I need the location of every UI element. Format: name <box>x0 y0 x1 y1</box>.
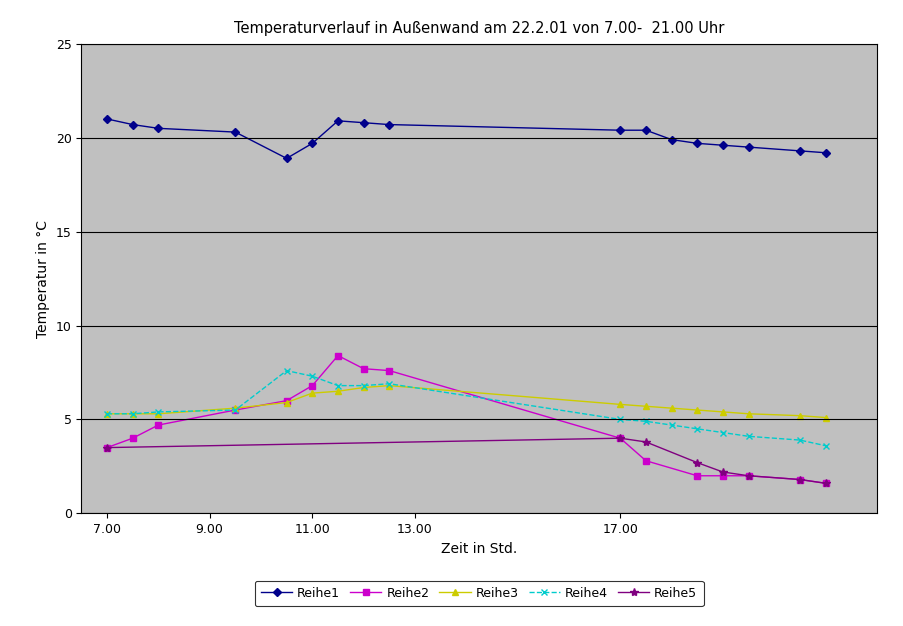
Reihe4 <box>742 433 753 440</box>
Reihe3 <box>153 410 163 418</box>
Reihe1 <box>717 141 728 149</box>
Reihe2 <box>332 352 343 359</box>
Reihe1 <box>819 149 830 156</box>
Reihe3 <box>640 403 651 410</box>
Reihe4 <box>794 436 805 444</box>
Reihe1 <box>306 140 317 147</box>
Reihe2 <box>742 472 753 480</box>
Reihe4 <box>306 372 317 380</box>
Reihe1 <box>666 136 676 143</box>
Reihe5 <box>794 476 805 483</box>
Reihe2 <box>306 382 317 389</box>
Reihe2 <box>101 444 112 451</box>
Reihe4 <box>127 410 138 418</box>
Reihe1 <box>281 155 292 162</box>
Reihe4 <box>101 410 112 418</box>
Reihe2 <box>640 457 651 464</box>
Reihe3 <box>614 401 625 408</box>
Reihe2 <box>614 434 625 442</box>
Reihe1 <box>640 126 651 134</box>
X-axis label: Zeit in Std.: Zeit in Std. <box>441 541 517 556</box>
Reihe1 <box>691 140 702 147</box>
Reihe5 <box>717 468 728 476</box>
Reihe4 <box>332 382 343 389</box>
Reihe4 <box>819 442 830 449</box>
Reihe2 <box>691 472 702 480</box>
Reihe5 <box>614 434 625 442</box>
Reihe1 <box>614 126 625 134</box>
Reihe4 <box>717 429 728 436</box>
Reihe2 <box>281 397 292 404</box>
Reihe2 <box>127 434 138 442</box>
Reihe3 <box>332 387 343 395</box>
Reihe3 <box>384 382 395 389</box>
Reihe5 <box>101 444 112 451</box>
Reihe3 <box>819 414 830 421</box>
Line: Reihe1: Reihe1 <box>104 116 827 161</box>
Reihe5 <box>819 480 830 487</box>
Line: Reihe4: Reihe4 <box>104 367 828 449</box>
Reihe3 <box>281 399 292 406</box>
Line: Reihe3: Reihe3 <box>104 382 828 421</box>
Reihe5 <box>742 472 753 480</box>
Reihe4 <box>281 367 292 374</box>
Reihe4 <box>640 418 651 425</box>
Reihe3 <box>717 408 728 416</box>
Title: Temperaturverlauf in Außenwand am 22.2.01 von 7.00-  21.00 Uhr: Temperaturverlauf in Außenwand am 22.2.0… <box>234 21 723 36</box>
Reihe3 <box>306 389 317 397</box>
Reihe1 <box>101 115 112 123</box>
Reihe1 <box>153 125 163 132</box>
Reihe2 <box>153 421 163 429</box>
Reihe3 <box>742 410 753 418</box>
Reihe4 <box>384 380 395 387</box>
Reihe4 <box>666 421 676 429</box>
Reihe4 <box>691 425 702 433</box>
Reihe1 <box>794 147 805 155</box>
Reihe2 <box>717 472 728 480</box>
Reihe3 <box>358 384 368 391</box>
Reihe2 <box>819 480 830 487</box>
Reihe3 <box>666 404 676 412</box>
Legend: Reihe1, Reihe2, Reihe3, Reihe4, Reihe5: Reihe1, Reihe2, Reihe3, Reihe4, Reihe5 <box>255 580 703 606</box>
Reihe3 <box>691 406 702 414</box>
Reihe4 <box>358 382 368 389</box>
Reihe2 <box>358 365 368 372</box>
Line: Reihe2: Reihe2 <box>104 353 827 486</box>
Reihe1 <box>358 119 368 126</box>
Reihe4 <box>614 416 625 423</box>
Reihe2 <box>229 406 240 414</box>
Reihe2 <box>794 476 805 483</box>
Reihe2 <box>384 367 395 374</box>
Reihe3 <box>794 412 805 419</box>
Reihe5 <box>640 438 651 446</box>
Reihe1 <box>332 117 343 125</box>
Reihe1 <box>384 121 395 128</box>
Reihe1 <box>127 121 138 128</box>
Reihe4 <box>153 408 163 416</box>
Reihe1 <box>742 143 753 151</box>
Y-axis label: Temperatur in °C: Temperatur in °C <box>36 220 51 337</box>
Line: Reihe5: Reihe5 <box>103 434 829 488</box>
Reihe3 <box>229 404 240 412</box>
Reihe5 <box>691 459 702 466</box>
Reihe1 <box>229 128 240 136</box>
Reihe4 <box>229 406 240 414</box>
Reihe3 <box>101 410 112 418</box>
Reihe3 <box>127 410 138 418</box>
